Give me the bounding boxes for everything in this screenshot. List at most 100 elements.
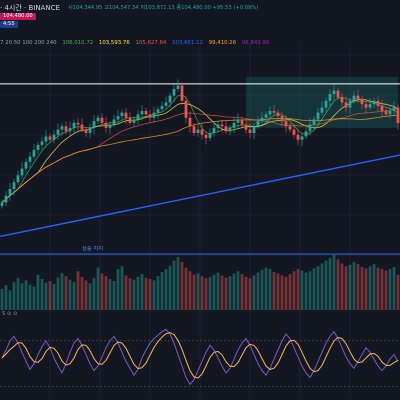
- candle-body: [176, 85, 180, 89]
- candle-body: [396, 107, 400, 124]
- candle-body: [372, 100, 376, 105]
- candle-body: [108, 124, 112, 128]
- candle-body: [344, 102, 348, 108]
- volume-bar: [92, 278, 96, 310]
- candle-body: [348, 100, 352, 108]
- volume-bar: [48, 281, 52, 310]
- candle-body: [368, 104, 372, 108]
- candle-body: [180, 85, 184, 101]
- ma-value-4: 103,661.12: [172, 40, 203, 46]
- candle-body: [360, 99, 364, 105]
- ohlc-readout: 시104,344.95 고104,547.34 저103,872.13 종104…: [68, 5, 259, 11]
- volume-bar: [80, 276, 84, 310]
- candle-body: [148, 114, 152, 118]
- candle-body: [268, 110, 272, 115]
- candle-body: [88, 127, 92, 133]
- volume-bar: [284, 276, 288, 310]
- volume-bar: [320, 263, 324, 310]
- volume-bar: [40, 278, 44, 310]
- volume-bar: [76, 271, 80, 310]
- volume-bar: [252, 275, 256, 310]
- ma-line-200: [1, 115, 399, 203]
- volume-bar: [44, 282, 48, 310]
- volume-bar: [24, 280, 28, 310]
- candle-body: [136, 114, 140, 120]
- volume-bar: [232, 273, 236, 310]
- volume-bar: [96, 267, 100, 310]
- candle-body: [184, 100, 188, 118]
- volume-bar: [4, 285, 8, 310]
- volume-bar: [388, 269, 392, 310]
- volume-bar: [360, 266, 364, 310]
- candle-body: [12, 182, 16, 189]
- candle-body: [272, 110, 276, 113]
- candle-body: [48, 136, 52, 140]
- candle-body: [80, 124, 84, 130]
- volume-bar: [352, 262, 356, 310]
- volume-bar: [200, 276, 204, 310]
- volume-bar: [88, 283, 92, 310]
- candle-body: [316, 112, 320, 120]
- candle-body: [200, 129, 204, 135]
- oscillator-header: S ⊙ ⊙: [2, 311, 18, 317]
- volume-bar: [152, 280, 156, 310]
- volume-bar: [12, 281, 16, 310]
- volume-bar: [332, 255, 336, 310]
- volume-bar: [336, 259, 340, 310]
- volume-bar: [308, 271, 312, 310]
- candle-body: [112, 119, 116, 125]
- candle-body: [264, 114, 268, 118]
- volume-bar: [172, 260, 176, 310]
- candle-body: [140, 110, 144, 115]
- candle-body: [144, 110, 148, 115]
- candle-body: [196, 129, 200, 133]
- candle-body: [124, 112, 128, 118]
- volume-bar: [60, 273, 64, 310]
- ma-value-6: 96,843.99: [241, 40, 270, 46]
- candle-body: [304, 131, 308, 137]
- volume-bar: [312, 268, 316, 310]
- countdown-badge[interactable]: 4:55: [0, 21, 18, 28]
- candle-body: [128, 117, 132, 123]
- candle-body: [356, 95, 360, 100]
- price-badge[interactable]: 104,480.00: [0, 13, 36, 20]
- volume-bar: [288, 274, 292, 310]
- volume-bar: [36, 274, 40, 310]
- volume-bar: [72, 281, 76, 310]
- volume-bar: [68, 279, 72, 310]
- ma-legend[interactable]: 7 20 50 100 200 240 106,010.72 103,593.7…: [0, 40, 273, 46]
- candle-body: [320, 107, 324, 113]
- candle-body: [20, 168, 24, 176]
- candle-body: [384, 110, 388, 115]
- candle-body: [44, 136, 48, 142]
- candle-body: [4, 195, 8, 203]
- candle-body: [256, 121, 260, 127]
- volume-bar: [128, 278, 132, 310]
- candle-body: [24, 161, 28, 169]
- candle-body: [60, 126, 64, 130]
- candle-body: [204, 134, 208, 139]
- volume-bar: [144, 277, 148, 310]
- volume-bar: [396, 274, 400, 310]
- volume-bar: [324, 260, 328, 310]
- support-trendline: [0, 154, 400, 238]
- volume-bar: [260, 269, 264, 310]
- volume-bar: [112, 281, 116, 310]
- candle-body: [84, 129, 88, 133]
- ma-value-2: 103,593.76: [98, 40, 130, 46]
- volume-bar: [368, 266, 372, 310]
- volume-bar: [216, 272, 220, 310]
- candle-body: [228, 127, 232, 132]
- volume-bar: [376, 267, 380, 310]
- candle-body: [52, 134, 56, 140]
- candle-body: [248, 129, 252, 133]
- candle-body: [104, 122, 108, 128]
- volume-bar: [212, 274, 216, 310]
- volume-bar: [140, 274, 144, 310]
- oscillator-signal-line: [1, 332, 399, 379]
- volume-bar: [240, 274, 244, 310]
- volume-bar: [348, 264, 352, 310]
- candle-body: [284, 121, 288, 127]
